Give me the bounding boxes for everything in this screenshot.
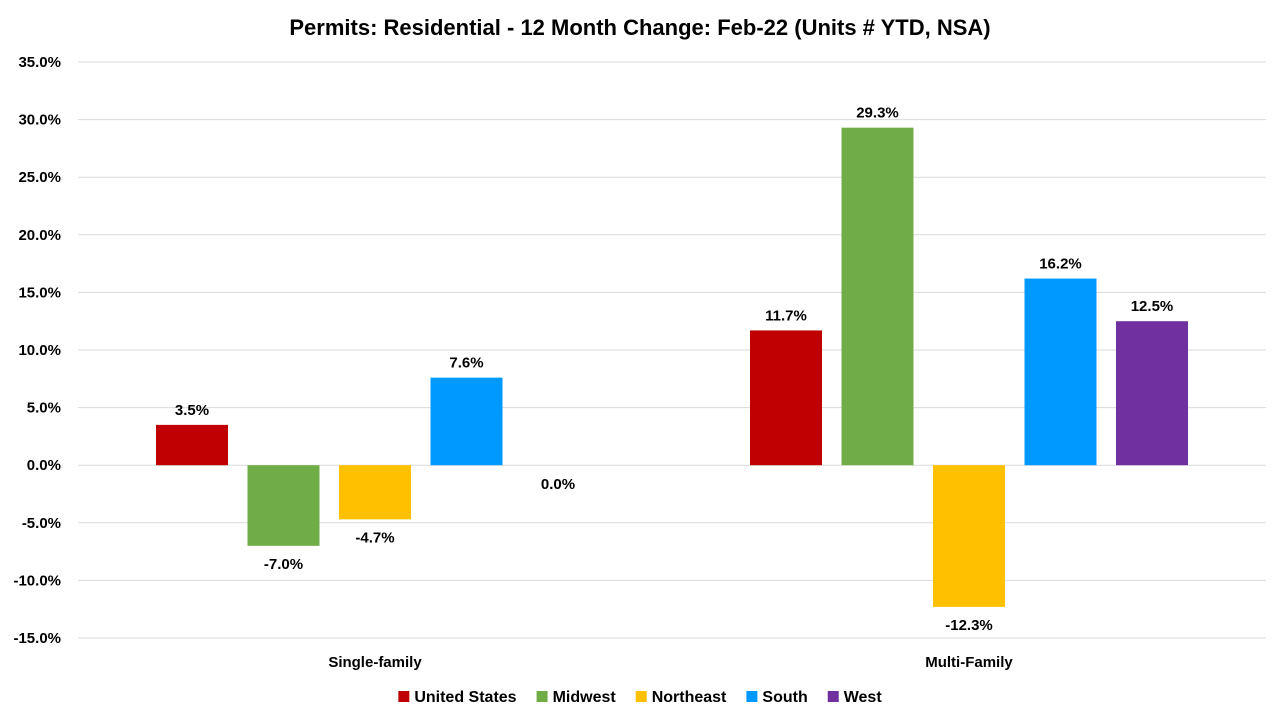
legend-label: South xyxy=(762,689,807,706)
grid xyxy=(78,61,1266,639)
data-label: 29.3% xyxy=(856,105,899,122)
data-labels: 3.5% -7.0% -4.7% 7.6% 0.0% 11.7% 29.3% -12.3% 16… xyxy=(175,105,1173,634)
y-tick-label: 0.0% xyxy=(27,457,61,474)
data-label: 0.0% xyxy=(541,476,575,493)
x-category-label: Single-family xyxy=(328,654,422,671)
data-label: 11.7% xyxy=(765,307,807,324)
data-label: -4.7% xyxy=(355,529,394,546)
y-tick-label: 10.0% xyxy=(18,342,61,359)
data-label: 7.6% xyxy=(449,355,483,372)
data-label: 12.5% xyxy=(1131,298,1174,315)
legend-swatch xyxy=(398,691,410,702)
bar xyxy=(933,465,1005,607)
legend-label: United States xyxy=(414,689,516,706)
data-label: 3.5% xyxy=(175,402,209,419)
data-label: 16.2% xyxy=(1039,256,1082,273)
bar xyxy=(841,127,914,466)
y-tick-label: 15.0% xyxy=(18,284,61,301)
legend-swatch xyxy=(746,691,758,702)
y-tick-label: 20.0% xyxy=(18,227,61,244)
bar xyxy=(750,330,822,466)
bar xyxy=(156,424,228,466)
legend-swatch xyxy=(635,691,647,702)
bar xyxy=(430,377,503,466)
y-tick-label: 30.0% xyxy=(18,112,61,129)
legend-label: West xyxy=(844,689,883,706)
legend-label: Midwest xyxy=(553,689,617,706)
y-tick-label: 25.0% xyxy=(18,169,61,186)
legend-swatch xyxy=(827,691,839,702)
chart-title: Permits: Residential - 12 Month Change: … xyxy=(289,15,990,40)
data-label: -12.3% xyxy=(945,617,993,634)
bar xyxy=(247,465,320,546)
y-tick-label: 5.0% xyxy=(27,400,61,417)
bars xyxy=(156,127,1188,607)
legend: United States Midwest Northeast South West xyxy=(398,689,882,706)
y-tick-label: -15.0% xyxy=(13,630,61,647)
bar xyxy=(339,465,411,520)
y-tick-label: -10.0% xyxy=(13,572,61,589)
legend-label: Northeast xyxy=(652,689,727,706)
legend-swatch xyxy=(536,691,548,702)
y-tick-label: -5.0% xyxy=(22,515,61,532)
data-label: -7.0% xyxy=(264,556,303,573)
bar xyxy=(1024,278,1097,466)
axes: 35.0% 30.0% 25.0% 20.0% 15.0% 10.0% 5.0% 0.0% -5… xyxy=(13,54,1013,671)
y-tick-label: 35.0% xyxy=(18,54,61,71)
bar xyxy=(1116,321,1188,466)
x-category-label: Multi-Family xyxy=(925,654,1013,671)
